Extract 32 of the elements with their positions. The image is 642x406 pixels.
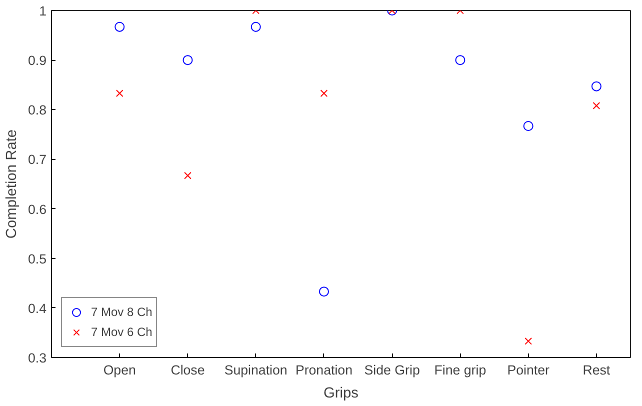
x-tick-label: Pronation (295, 362, 353, 378)
y-tick-label: 0.6 (28, 202, 47, 217)
point (523, 121, 534, 131)
x-tick-label: Side Grip (364, 362, 420, 378)
point (592, 102, 600, 110)
legend-label: 7 Mov 8 Ch (91, 305, 152, 319)
x-axis-title: Grips (323, 386, 359, 402)
y-tick-label: 1 (39, 4, 47, 18)
y-tick-label: 0.9 (28, 53, 47, 68)
point (116, 90, 124, 97)
y-tick-label: 0.3 (28, 350, 47, 366)
point (114, 22, 125, 32)
y-tick-label: 0.4 (28, 300, 48, 316)
point (250, 22, 261, 32)
point (455, 55, 466, 66)
x-tick-label: Fine grip (434, 362, 486, 378)
point (320, 90, 328, 97)
x-tick-label: Pointer (507, 362, 550, 378)
x-tick-label: Open (103, 362, 136, 378)
point (184, 172, 192, 180)
legend-label: 7 Mov 6 Ch (91, 325, 152, 339)
y-tick-label: 0.7 (28, 152, 47, 168)
point (318, 286, 329, 297)
point (182, 55, 193, 66)
x-tick-label: Supination (224, 362, 288, 378)
x-tick-label: Close (170, 362, 205, 378)
y-axis-title: Completion Rate (4, 129, 20, 239)
x-tick-label: Rest (582, 362, 610, 378)
y-tick-label: 0.5 (28, 251, 47, 266)
point (524, 337, 532, 345)
y-tick-label: 0.8 (28, 102, 47, 118)
point (591, 81, 602, 92)
